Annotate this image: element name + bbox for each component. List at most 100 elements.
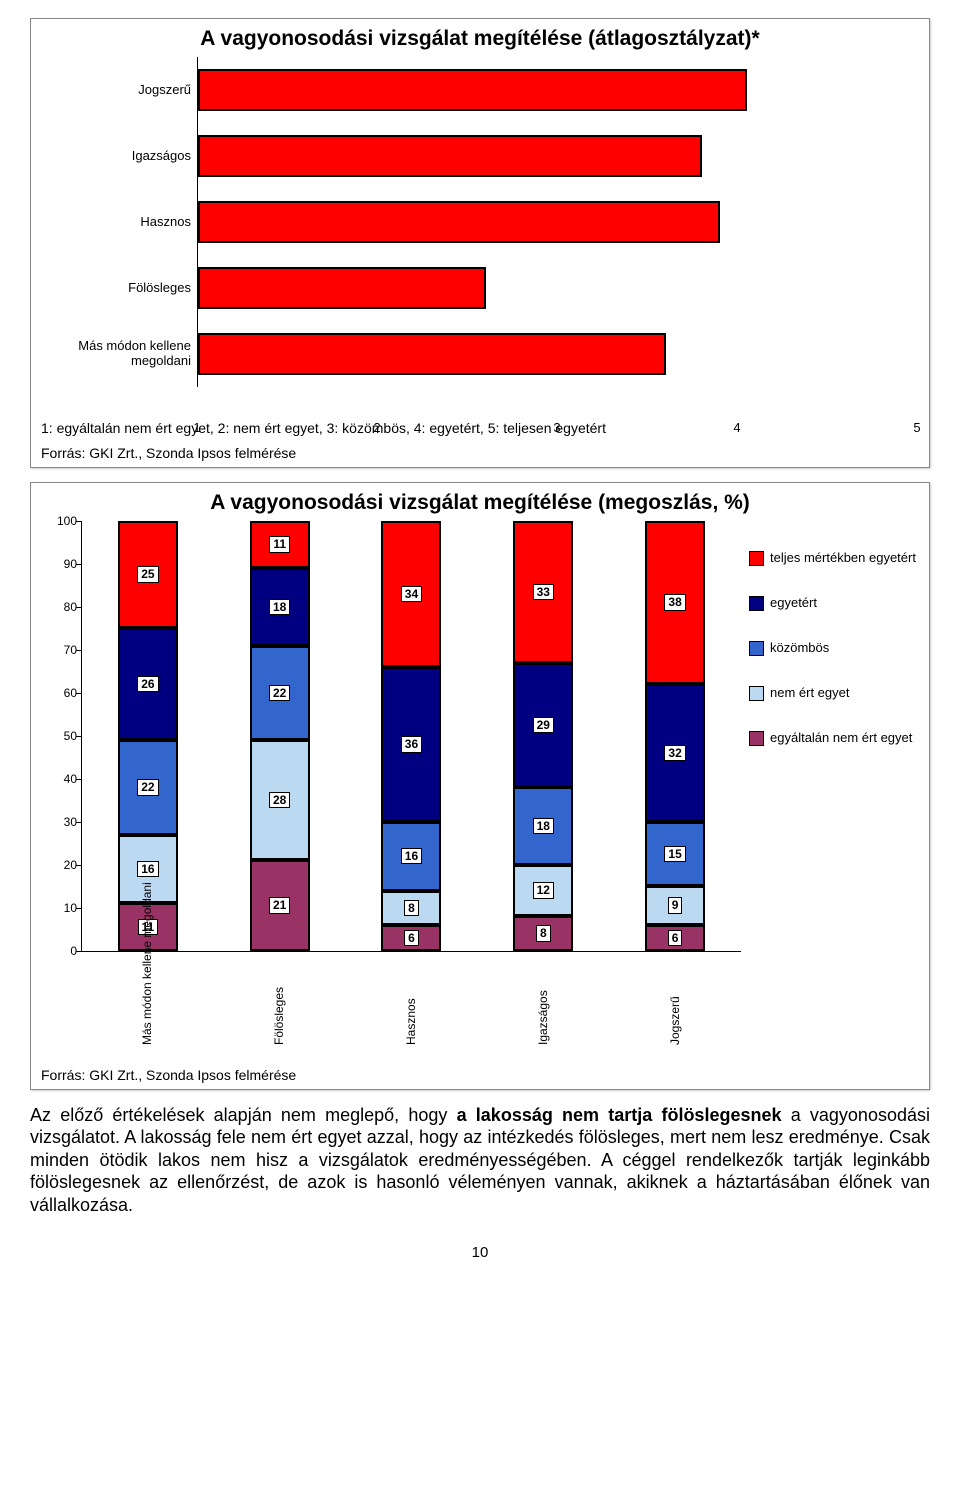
chart2-segment: 29 [513, 663, 573, 788]
chart2-segment-value: 36 [401, 736, 422, 752]
chart1-plot: JogszerűIgazságosHasznosFölöslegesMás mó… [41, 57, 919, 413]
chart1-track [197, 321, 918, 387]
chart2-segment-value: 33 [533, 584, 554, 600]
chart2-segment: 15 [645, 822, 705, 887]
chart2-ytick [76, 951, 82, 952]
chart2-segment-value: 8 [404, 900, 419, 916]
chart2-segment-value: 15 [664, 846, 685, 862]
chart2-segment-value: 38 [664, 594, 685, 610]
chart2-segment: 38 [645, 521, 705, 684]
chart1-xtick-label: 1 [193, 420, 200, 435]
chart2-ytick-label: 80 [43, 600, 77, 614]
chart2-segment: 9 [645, 886, 705, 925]
legend-swatch [749, 641, 764, 656]
chart2-xlabel: Más módon kellene megoldani [117, 958, 177, 1046]
chart2-column: 6 9 15 32 38 [645, 521, 705, 951]
chart2-box: A vagyonosodási vizsgálat megítélése (me… [30, 482, 930, 1090]
chart2-segment: 18 [513, 787, 573, 864]
chart2-segment: 6 [381, 925, 441, 951]
chart1-title: A vagyonosodási vizsgálat megítélése (át… [41, 27, 919, 51]
legend-swatch [749, 686, 764, 701]
chart2-segment: 22 [250, 646, 310, 741]
chart2-segment-value: 32 [664, 745, 685, 761]
chart2-column: 21 28 22 18 11 [250, 521, 310, 951]
chart2-title: A vagyonosodási vizsgálat megítélése (me… [41, 491, 919, 515]
chart2-ytick-label: 0 [43, 944, 77, 958]
chart2-segment-value: 26 [137, 676, 158, 692]
chart2-segment-value: 11 [269, 536, 290, 552]
chart2-ytick [76, 779, 82, 780]
chart1-xtick-label: 5 [913, 420, 920, 435]
legend-label: egyetért [770, 596, 817, 611]
chart1-category-label: Jogszerű [41, 83, 197, 98]
chart2-legend-item: teljes mértékben egyetért [749, 551, 919, 566]
chart1-xaxis: 12345 [197, 387, 917, 413]
legend-label: nem ért egyet [770, 686, 850, 701]
chart2-column: 68163634 [381, 521, 441, 951]
chart2-ytick-label: 90 [43, 557, 77, 571]
chart2-legend-item: egyetért [749, 596, 919, 611]
legend-label: közömbös [770, 641, 829, 656]
chart2-segment-value: 8 [536, 925, 551, 941]
legend-swatch [749, 596, 764, 611]
chart2-ytick [76, 521, 82, 522]
chart2-xlabels: Más módon kellene megoldaniFölöslegesHas… [81, 958, 741, 1046]
chart2-segment-value: 6 [404, 930, 419, 946]
chart2-plot: 1116222625212822181168163634812182933691… [81, 521, 741, 952]
chart2-segment: 36 [381, 667, 441, 822]
chart2-segment-value: 25 [137, 566, 158, 582]
page-root: A vagyonosodási vizsgálat megítélése (át… [0, 0, 960, 1291]
chart2-ytick [76, 693, 82, 694]
body-text-b: a lakosság nem tartja fölöslegesnek [457, 1105, 782, 1125]
chart2-ytick-label: 60 [43, 686, 77, 700]
chart2-segment-value: 21 [269, 897, 290, 913]
body-paragraph: Az előző értékelések alapján nem meglepő… [30, 1104, 930, 1217]
chart2-segment: 32 [645, 684, 705, 822]
chart2-xlabel: Fölösleges [249, 958, 309, 1046]
chart2-segment: 18 [250, 568, 310, 645]
chart2-segment: 26 [118, 628, 178, 740]
chart1-bar [198, 201, 720, 243]
chart1-box: A vagyonosodási vizsgálat megítélése (át… [30, 18, 930, 468]
chart1-xtick-label: 2 [373, 420, 380, 435]
chart2-legend-item: nem ért egyet [749, 686, 919, 701]
chart1-bar [198, 267, 486, 309]
chart1-caption1: 1: egyáltalán nem ért egyet, 2: nem ért … [41, 419, 919, 438]
chart2-ytick [76, 865, 82, 866]
chart1-caption2: Forrás: GKI Zrt., Szonda Ipsos felmérése [41, 444, 919, 463]
chart2-legend: teljes mértékben egyetért egyetért közömbö… [749, 521, 919, 1046]
chart2-ytick [76, 822, 82, 823]
chart2-segment: 22 [118, 740, 178, 835]
chart1-category-label: Hasznos [41, 215, 197, 230]
chart2-column: 812182933 [513, 521, 573, 951]
chart2-body: 0102030405060708090100 11162226252128221… [41, 521, 919, 1046]
chart2-legend-item: közömbös [749, 641, 919, 656]
chart2-segment-value: 16 [137, 861, 158, 877]
chart2-ytick [76, 908, 82, 909]
chart2-segment-value: 18 [269, 599, 290, 615]
chart1-row: Hasznos [41, 189, 919, 255]
chart2-xlabel: Igazságos [513, 958, 573, 1046]
chart1-bar [198, 333, 666, 375]
chart2-ytick-label: 50 [43, 729, 77, 743]
chart2-plot-wrap: 1116222625212822181168163634812182933691… [81, 521, 749, 1046]
chart1-category-label: Igazságos [41, 149, 197, 164]
chart2-ytick-label: 100 [43, 514, 77, 528]
chart2-yaxis: 0102030405060708090100 [41, 521, 81, 1046]
chart1-xtick-label: 4 [733, 420, 740, 435]
chart2-segment-value: 9 [668, 897, 683, 913]
chart2-ytick-label: 10 [43, 901, 77, 915]
chart2-ytick-label: 30 [43, 815, 77, 829]
chart2-legend-item: egyáltalán nem ért egyet [749, 731, 919, 746]
chart2-segment-value: 22 [269, 685, 290, 701]
page-number: 10 [30, 1244, 930, 1261]
chart2-segment: 28 [250, 740, 310, 860]
legend-label: egyáltalán nem ért egyet [770, 731, 912, 746]
chart2-segment: 8 [381, 891, 441, 925]
chart1-bar [198, 69, 747, 111]
chart2-segment-value: 18 [533, 818, 554, 834]
chart2-segment-value: 29 [533, 717, 554, 733]
chart1-axis: 12345 [41, 387, 919, 413]
chart2-segment-value: 6 [668, 930, 683, 946]
chart1-row: Jogszerű [41, 57, 919, 123]
